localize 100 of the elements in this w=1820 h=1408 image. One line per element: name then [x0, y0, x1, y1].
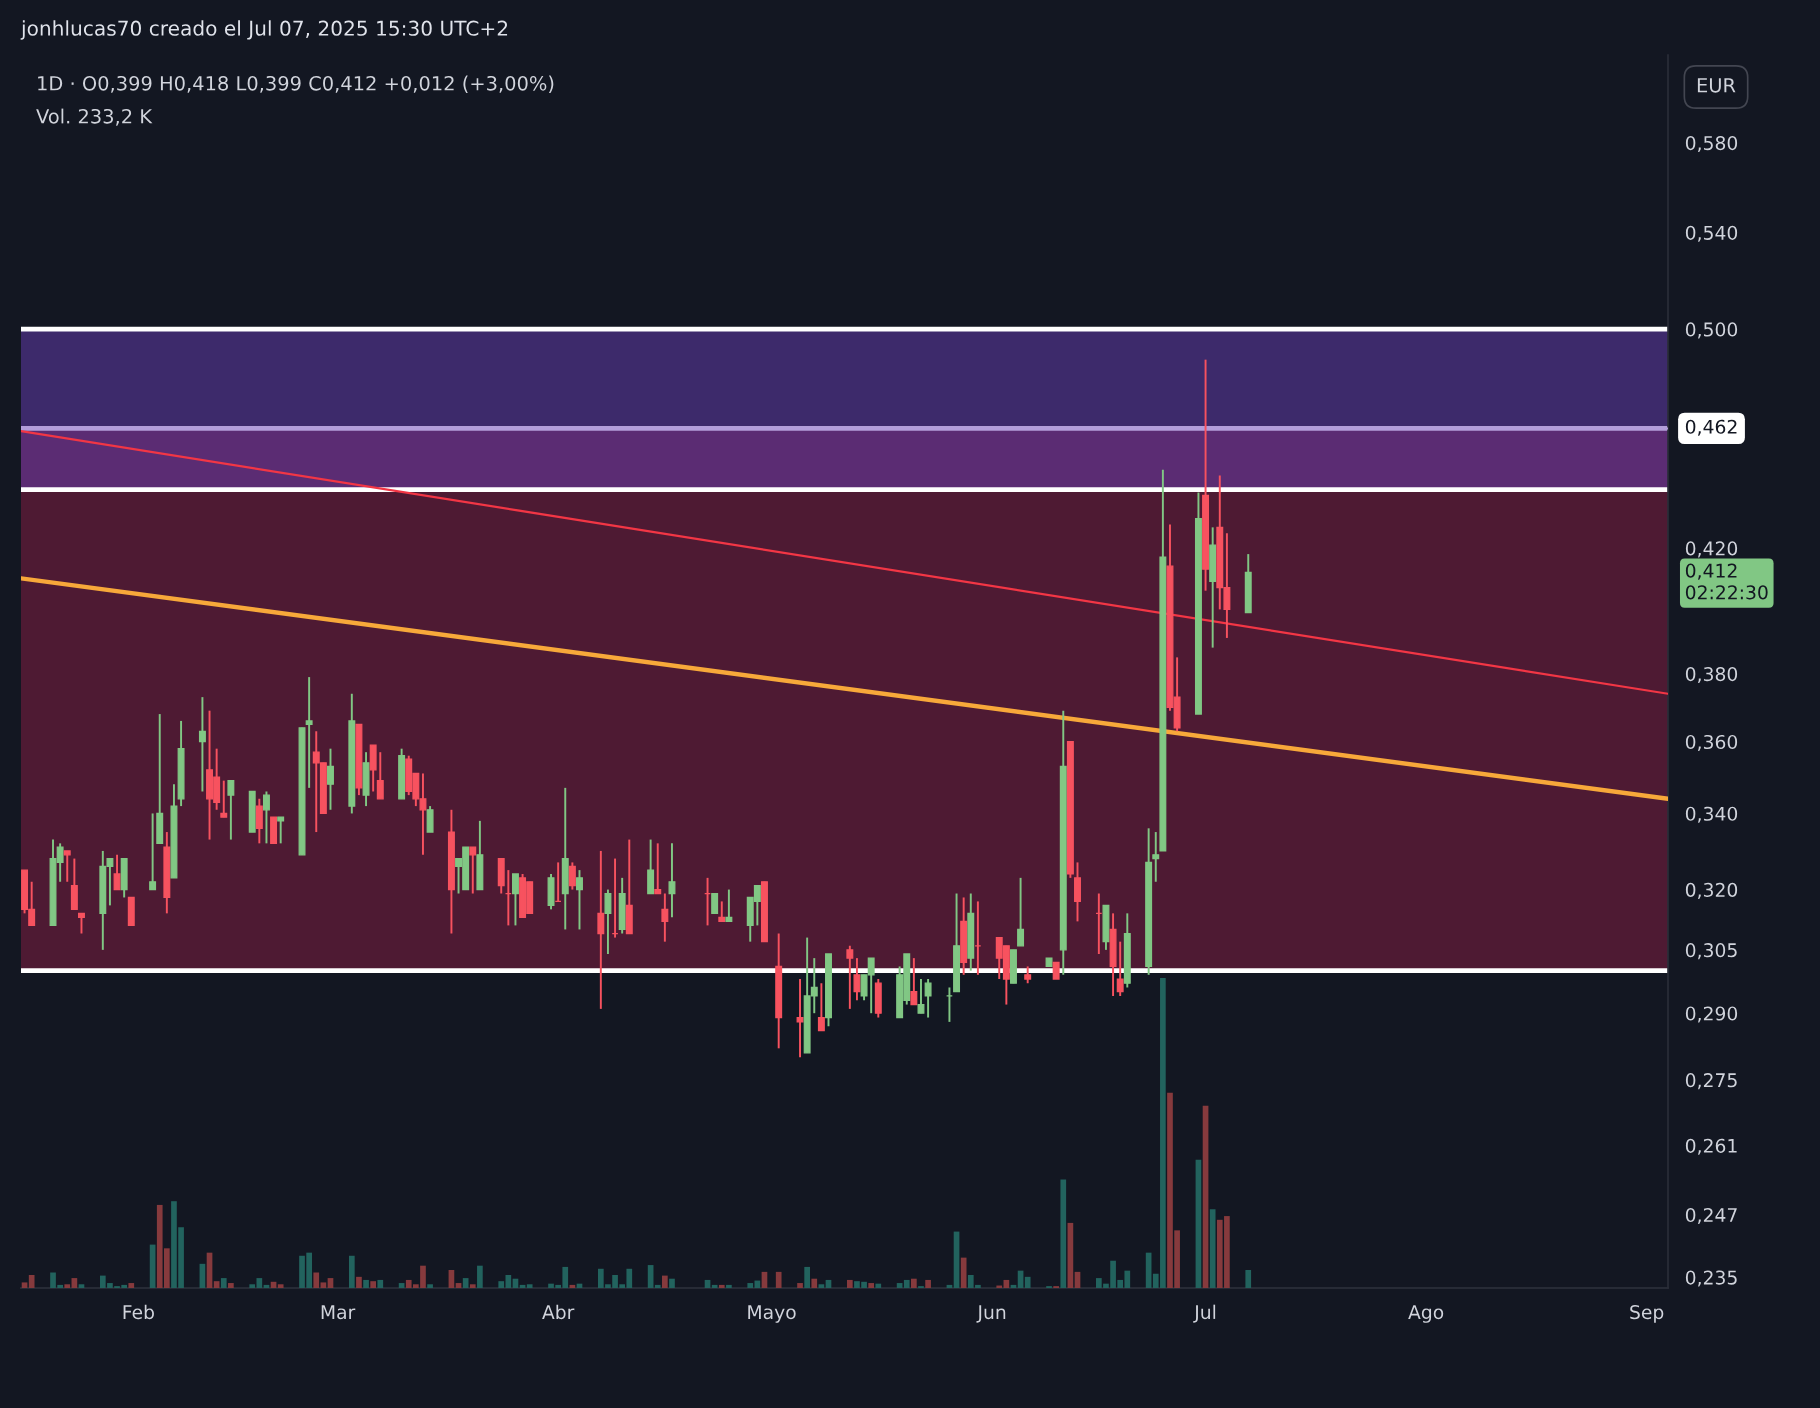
y-tick-label: 0,320	[1685, 882, 1738, 899]
chart-title: Vol. 233,2 K	[36, 108, 153, 126]
candlestick	[924, 978, 932, 1019]
bar	[213, 1281, 220, 1288]
bar	[811, 1278, 818, 1288]
candlestick	[426, 805, 434, 834]
y-tick-label: 0,360	[1685, 734, 1738, 751]
x-tick-label: Feb	[123, 1304, 154, 1320]
candlestick	[198, 696, 206, 793]
candlestick	[70, 857, 78, 911]
y-tick-label: 0,305	[1685, 943, 1737, 960]
y-tick-label: 0,261	[1685, 1138, 1737, 1155]
bar	[960, 1257, 967, 1288]
candlestick	[853, 957, 861, 1002]
candlestick	[1152, 831, 1160, 883]
bar	[925, 1279, 931, 1288]
text: jonhlucas70 creado el Jul 07, 2025 15:30 UTC+2	[20, 20, 508, 40]
bar	[320, 1282, 327, 1288]
bar	[313, 1272, 320, 1288]
bar	[868, 1283, 875, 1288]
bar	[462, 1278, 469, 1288]
y-tick-label: 0,420	[1685, 541, 1738, 558]
candlestick	[668, 842, 676, 919]
bar	[370, 1281, 377, 1288]
x-tick-label: Jun	[976, 1305, 1006, 1323]
x-tick-label: Jul	[1193, 1304, 1216, 1323]
candlestick	[327, 747, 334, 811]
text: 1D · O0,399 H0,418 L0,399 C0,412 +0,012 (+3,00%)	[38, 75, 554, 93]
bar	[797, 1283, 803, 1288]
bar	[669, 1278, 675, 1288]
bar	[128, 1283, 135, 1288]
candlestick	[255, 797, 263, 845]
bar	[64, 1284, 71, 1288]
bar	[747, 1283, 754, 1288]
bar	[903, 1279, 910, 1288]
candlestick	[576, 869, 583, 931]
bar	[477, 1265, 483, 1288]
candlestick	[262, 790, 270, 845]
bar	[1024, 1276, 1031, 1288]
bar	[1060, 1179, 1067, 1288]
bar	[775, 1271, 782, 1288]
bar	[21, 1282, 28, 1288]
bar	[228, 1283, 234, 1288]
candlestick	[469, 846, 477, 895]
bar	[662, 1275, 668, 1288]
x-tick-label: Mayo	[748, 1305, 796, 1323]
candlestick	[1074, 861, 1081, 923]
candlestick	[149, 812, 157, 891]
bar	[718, 1284, 725, 1288]
bar	[846, 1279, 853, 1288]
y-tick-label: 0,380	[1685, 666, 1738, 684]
bar	[711, 1284, 718, 1288]
x-tick-label: Ago	[1408, 1305, 1444, 1323]
candlestick	[277, 816, 285, 845]
candlestick	[220, 779, 228, 819]
candlestick	[305, 676, 313, 789]
bar	[1209, 1209, 1216, 1288]
bar	[875, 1283, 882, 1288]
candlestick	[63, 849, 71, 883]
bar	[78, 1284, 85, 1288]
candlestick	[661, 892, 669, 943]
bar	[469, 1284, 476, 1288]
candlestick	[597, 849, 605, 1010]
x-tick-label: Mar	[321, 1305, 356, 1320]
bar	[427, 1284, 433, 1288]
bar	[356, 1276, 362, 1288]
y-tick-label: 0,235	[1685, 1270, 1737, 1287]
bar	[804, 1266, 810, 1288]
candlestick	[725, 888, 733, 923]
bar	[911, 1278, 917, 1288]
bar	[277, 1284, 284, 1288]
ref-line-label: 0,462	[1685, 419, 1737, 436]
y-tick-label: 0,275	[1685, 1073, 1737, 1090]
bar	[28, 1274, 35, 1288]
candlestick	[910, 957, 918, 1006]
y-tick-label: 0,540	[1685, 225, 1738, 242]
bar	[726, 1284, 732, 1288]
bar	[654, 1284, 661, 1288]
bar	[526, 1284, 533, 1288]
x-tick-label: Abr	[542, 1304, 575, 1320]
y-tick-label: 0,340	[1685, 806, 1738, 823]
bar	[220, 1278, 227, 1288]
y-axis-title: EUR	[1697, 78, 1736, 93]
text: 0,412 02:22:30	[1685, 563, 1768, 600]
candlestick	[568, 861, 576, 891]
candlestick	[1017, 876, 1025, 947]
bar	[1245, 1270, 1252, 1288]
bar	[348, 1255, 355, 1288]
candlestick	[917, 978, 925, 1015]
candlestick	[1116, 940, 1124, 997]
candlestick	[796, 978, 804, 1059]
candlestick	[376, 751, 384, 800]
candlestick	[78, 912, 85, 935]
y-tick-label: 0,290	[1685, 1006, 1738, 1023]
candlestick	[817, 982, 825, 1032]
candlestick	[647, 838, 655, 895]
y-tick-label: 0,500	[1685, 322, 1738, 339]
candlestick	[711, 892, 719, 914]
candlestick	[113, 853, 121, 891]
candlestick	[604, 888, 612, 955]
